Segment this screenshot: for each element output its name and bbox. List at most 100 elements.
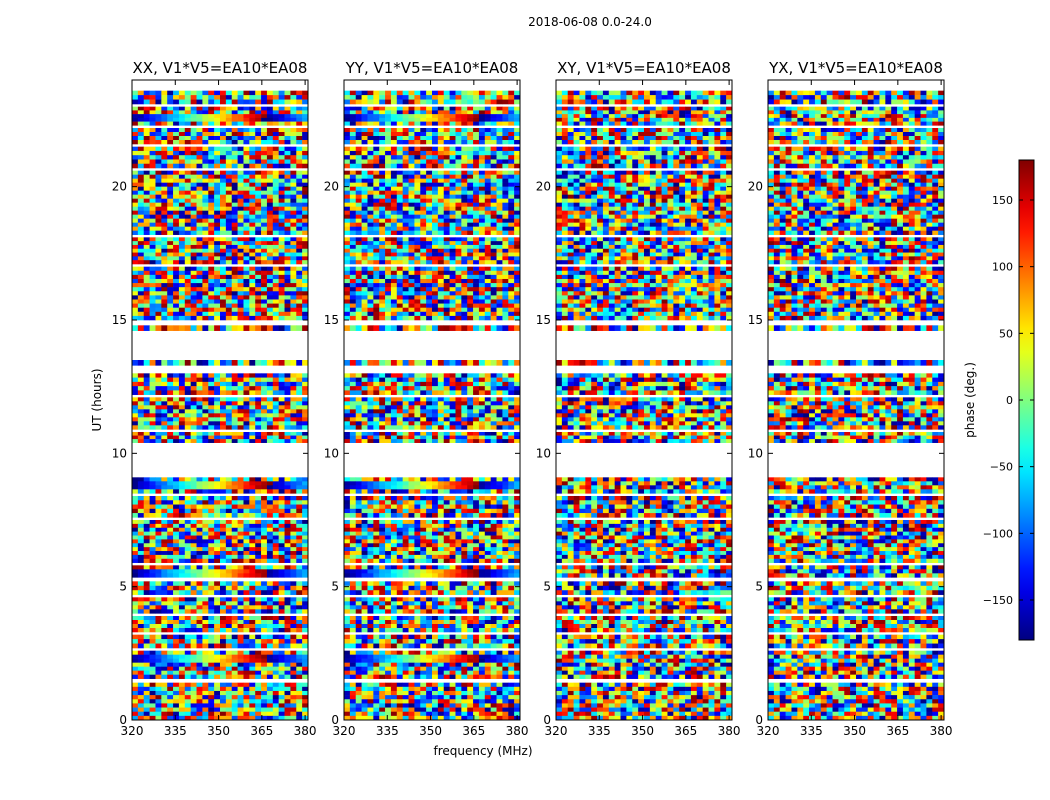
phase-cell: [461, 565, 468, 570]
phase-cell: [367, 531, 374, 536]
phase-cell: [149, 558, 156, 563]
phase-cell: [137, 373, 145, 378]
phase-cell: [137, 654, 145, 659]
phase-cell: [178, 194, 186, 199]
phase-cell: [261, 711, 268, 717]
phase-cell: [396, 634, 403, 640]
phase-cell: [302, 206, 308, 211]
phase-cell: [449, 573, 456, 578]
phase-cell: [496, 543, 503, 548]
phase-cell: [367, 585, 374, 591]
phase-cell: [302, 485, 308, 490]
phase-cell: [143, 140, 150, 145]
phase-cell: [231, 136, 238, 141]
phase-cell: [137, 523, 145, 529]
phase-cell: [284, 686, 291, 692]
phase-cell: [214, 121, 221, 126]
phase-cell: [426, 601, 433, 606]
phase-cell: [467, 662, 474, 667]
phase-cell: [155, 210, 162, 215]
phase-cell: [390, 634, 398, 640]
phase-cell: [196, 155, 203, 160]
phase-cell: [473, 535, 480, 540]
phase-cell: [208, 248, 215, 253]
phase-cell: [220, 405, 227, 410]
phase-cell: [208, 95, 215, 100]
phase-cell: [420, 527, 427, 532]
phase-cell: [184, 190, 191, 195]
phase-cell: [214, 386, 221, 391]
phase-cell: [190, 315, 197, 321]
phase-cell: [196, 244, 203, 250]
phase-cell: [437, 609, 445, 614]
phase-cell: [302, 616, 308, 621]
phase-cell: [208, 128, 215, 133]
phase-cell: [449, 597, 456, 602]
phase-cell: [490, 690, 497, 696]
phase-cell: [196, 513, 203, 518]
phase-cell: [155, 432, 162, 436]
phase-cell: [396, 605, 403, 610]
phase-cell: [420, 569, 427, 574]
phase-cell: [414, 624, 421, 629]
phase-cell: [261, 425, 268, 430]
phase-cell: [249, 543, 256, 548]
phase-cell: [261, 274, 268, 280]
phase-cell: [155, 601, 162, 606]
phase-cell: [190, 477, 197, 482]
phase-cell: [255, 325, 262, 331]
phase-cell: [202, 500, 209, 505]
phase-cell: [155, 707, 162, 713]
phase-cell: [514, 523, 520, 529]
phase-cell: [196, 585, 203, 591]
phase-cell: [143, 90, 150, 96]
phase-cell: [302, 531, 308, 536]
phase-cell: [290, 485, 297, 490]
phase-cell: [208, 674, 215, 679]
phase-cell: [278, 711, 285, 717]
phase-cell: [249, 605, 256, 610]
phase-cell: [473, 639, 480, 644]
phase-cell: [208, 270, 215, 276]
phase-cell: [202, 311, 209, 317]
phase-cell: [137, 504, 145, 510]
phase-cell: [261, 543, 268, 548]
phase-cell: [402, 634, 409, 640]
phase-cell: [284, 248, 291, 253]
phase-cell: [290, 527, 297, 532]
phase-cell: [237, 114, 244, 119]
phase-cell: [231, 485, 238, 490]
phase-cell: [390, 581, 398, 587]
phase-cell: [208, 311, 215, 317]
phase-cell: [173, 218, 180, 223]
phase-cell: [478, 707, 486, 713]
phase-cell: [367, 628, 374, 633]
phase-cell: [155, 569, 162, 574]
phase-cell: [437, 543, 445, 548]
phase-cell: [484, 686, 491, 692]
phase-cell: [173, 311, 180, 317]
phase-cell: [143, 558, 150, 563]
phase-cell: [225, 248, 233, 253]
phase-cell: [284, 485, 291, 490]
phase-cell: [237, 573, 244, 578]
phase-cell: [167, 136, 174, 141]
phase-cell: [167, 117, 174, 122]
phase-cell: [455, 624, 462, 629]
phase-cell: [173, 686, 180, 692]
phase-cell: [155, 202, 162, 207]
phase-cell: [167, 283, 174, 288]
phase-cell: [266, 504, 274, 510]
phase-cell: [178, 654, 186, 659]
phase-cell: [137, 485, 145, 490]
panel-title: XY, V1*V5=EA10*EA08: [557, 59, 731, 77]
phase-cell: [178, 421, 186, 426]
phase-cell: [396, 703, 403, 708]
phase-cell: [132, 715, 139, 720]
phase-cell: [502, 597, 509, 602]
phase-cell: [132, 543, 139, 548]
phase-cell: [161, 206, 168, 211]
phase-cell: [420, 690, 427, 696]
phase-cell: [266, 573, 274, 578]
phase-cell: [272, 670, 279, 675]
